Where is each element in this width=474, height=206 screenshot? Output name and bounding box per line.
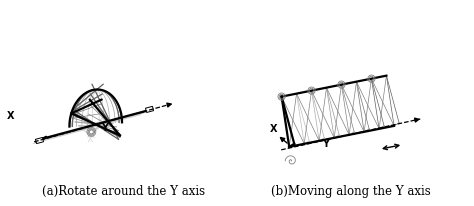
Text: X: X: [269, 124, 277, 134]
Text: X: X: [7, 111, 15, 121]
Text: (a)Rotate around the Y axis: (a)Rotate around the Y axis: [42, 185, 205, 198]
Text: Y: Y: [322, 138, 329, 149]
Text: (b)Moving along the Y axis: (b)Moving along the Y axis: [271, 185, 431, 198]
Bar: [36, 137, 44, 144]
Bar: [146, 106, 154, 112]
Text: Y: Y: [101, 123, 108, 133]
